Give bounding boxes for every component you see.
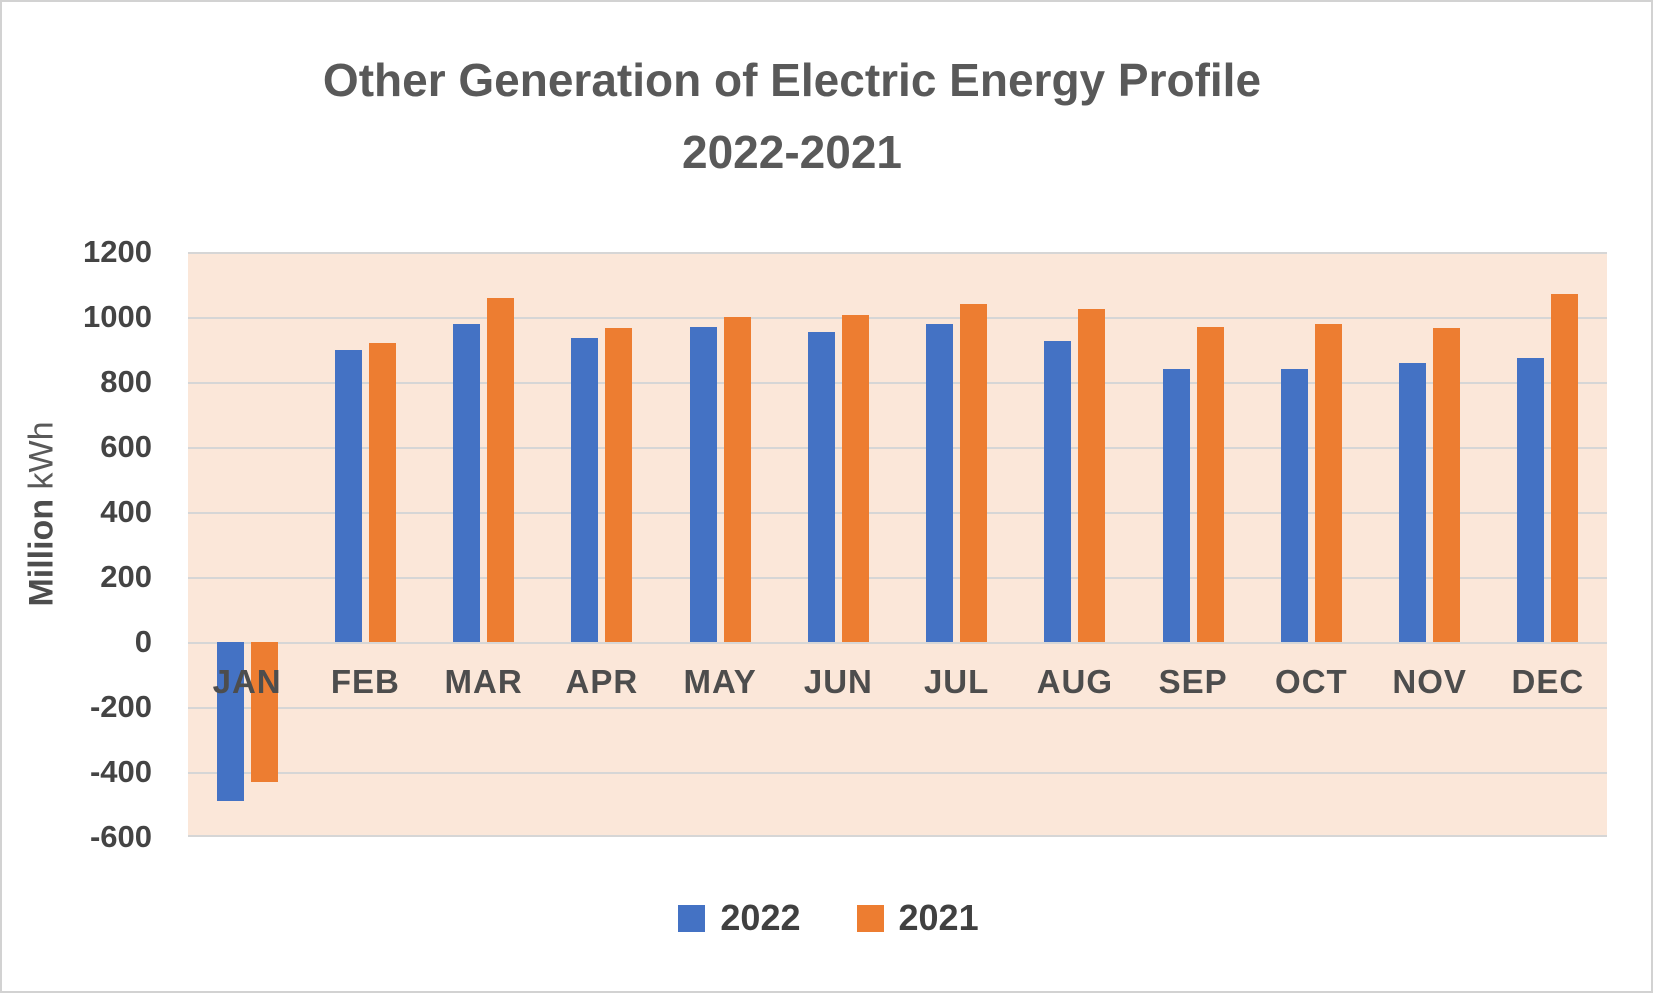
x-label-DEC: DEC [1511, 663, 1585, 700]
gridline-0 [188, 642, 1607, 644]
x-label-OCT: OCT [1275, 663, 1348, 700]
bar-2022-JUN [807, 331, 835, 642]
x-label-MAR: MAR [444, 663, 523, 700]
bar-2021-AUG [1078, 308, 1106, 642]
bar-2022-SEP [1162, 369, 1190, 642]
gridline--200 [188, 707, 1607, 709]
legend-swatch-2021 [856, 904, 884, 932]
bar-2021-APR [605, 328, 633, 642]
gridline--400 [188, 772, 1607, 774]
bar-2022-OCT [1280, 369, 1308, 642]
x-label-AUG: AUG [1036, 663, 1114, 700]
bar-2021-SEP [1196, 326, 1224, 642]
y-tick-200: 200 [100, 559, 152, 594]
gridline-800 [188, 382, 1607, 384]
gridline-1000 [188, 317, 1607, 319]
x-label-JAN: JAN [212, 663, 282, 700]
bar-2022-JUL [926, 323, 954, 642]
x-label-NOV: NOV [1392, 663, 1467, 700]
chart-title: Other Generation of Electric Energy Prof… [2, 44, 1582, 188]
legend-label-2021: 2021 [898, 897, 979, 938]
y-tick--200: -200 [89, 689, 152, 724]
legend-label-2022: 2022 [720, 897, 801, 938]
legend: 2022 2021 [2, 897, 1651, 939]
legend-swatch-2022 [678, 904, 706, 932]
bar-2021-NOV [1433, 328, 1461, 642]
gridline--600 [188, 835, 1607, 837]
y-tick-1200: 1200 [83, 234, 152, 269]
y-tick-800: 800 [100, 364, 152, 399]
bar-2022-JAN [216, 642, 244, 802]
bar-2022-AUG [1044, 341, 1072, 642]
y-tick-400: 400 [100, 494, 152, 529]
bar-2022-NOV [1399, 362, 1427, 642]
legend-item-2021: 2021 [856, 897, 979, 939]
bar-2021-OCT [1314, 323, 1342, 642]
y-tick-0: 0 [134, 624, 152, 659]
x-label-SEP: SEP [1158, 663, 1228, 700]
y-tick-1000: 1000 [83, 299, 152, 334]
plot-area: JAN FEB MAR APR MAY JUN JUL AUG SEP OCT NOV DEC [188, 252, 1607, 837]
bar-2021-MAY [723, 317, 751, 642]
gridline-400 [188, 512, 1607, 514]
bar-2022-MAR [453, 323, 481, 642]
bar-2021-JUL [960, 304, 988, 642]
x-label-MAY: MAY [683, 663, 757, 700]
y-tick--400: -400 [89, 754, 152, 789]
chart-title-line2: 2022-2021 [682, 126, 902, 178]
bar-2022-FEB [334, 349, 362, 642]
bar-2021-JAN [250, 642, 278, 782]
gridline-600 [188, 447, 1607, 449]
y-tick--600: -600 [89, 819, 152, 854]
bar-2021-MAR [487, 297, 515, 642]
x-label-JUL: JUL [923, 663, 990, 700]
bar-2021-JUN [841, 315, 869, 642]
bar-2022-MAY [689, 326, 717, 642]
x-label-FEB: FEB [330, 663, 400, 700]
bar-2022-DEC [1517, 357, 1545, 642]
gridline-200 [188, 577, 1607, 579]
x-label-APR: APR [565, 663, 639, 700]
bar-2022-APR [571, 338, 599, 642]
bar-2021-DEC [1551, 294, 1579, 642]
y-tick-600: 600 [100, 429, 152, 464]
bar-2021-FEB [368, 343, 396, 642]
gridline-1200 [188, 252, 1607, 254]
x-label-JUN: JUN [803, 663, 873, 700]
legend-item-2022: 2022 [678, 897, 801, 939]
chart-title-line1: Other Generation of Electric Energy Prof… [322, 54, 1262, 106]
